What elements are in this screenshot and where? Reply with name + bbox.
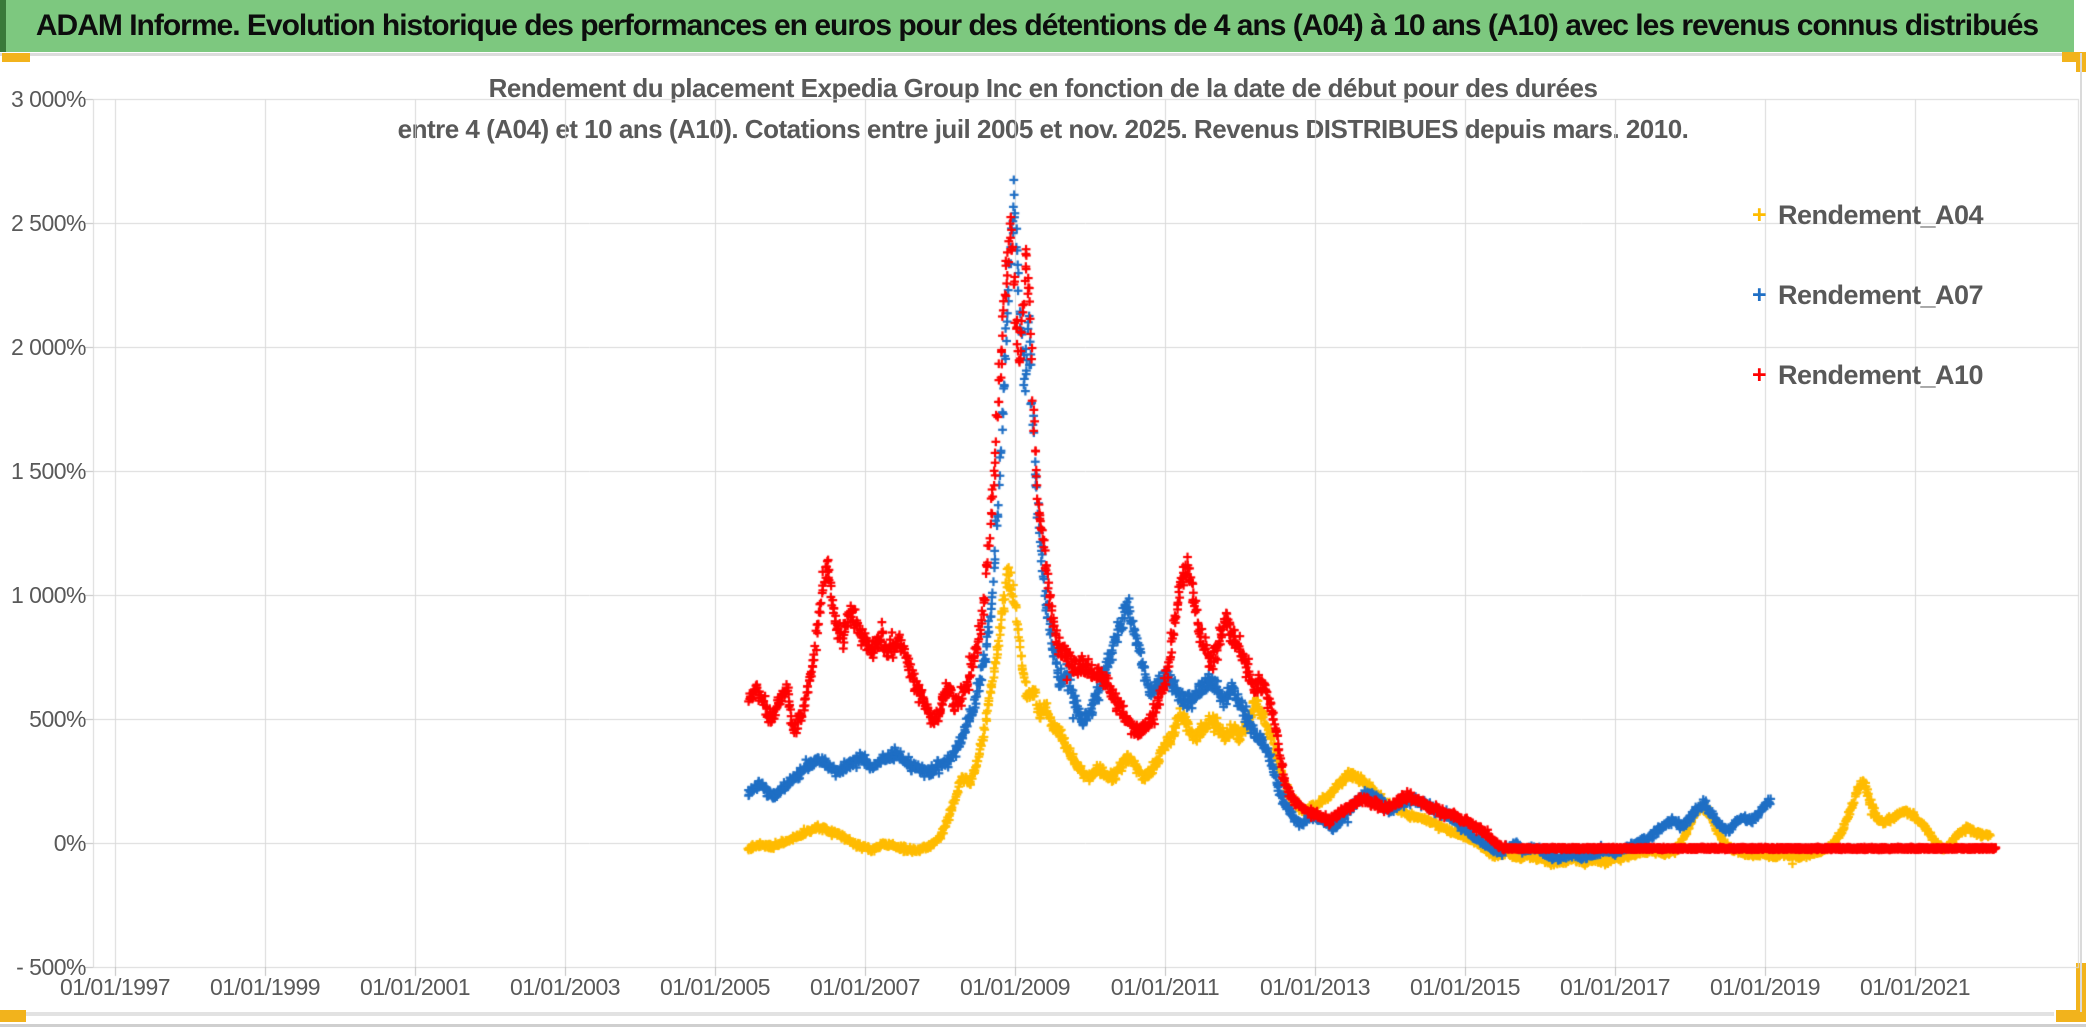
- sheet-corner-marker-top-right: [2062, 52, 2086, 62]
- x-tick-label: 01/01/2005: [659, 974, 771, 1000]
- banner-title: ADAM Informe. Evolution historique des p…: [35, 9, 2039, 42]
- banner: ADAM Informe. Evolution historique des p…: [0, 0, 2074, 52]
- x-tick-label: 01/01/2021: [1859, 974, 1971, 1000]
- legend-label: Rendement_A04: [1778, 200, 1984, 230]
- bottom-divider-line: [26, 1012, 2054, 1016]
- chart-legend: + Rendement_A04 + Rendement_A07 + Rendem…: [1752, 200, 1984, 391]
- x-tick-label: 01/01/1999: [209, 974, 321, 1000]
- banner-left-edge: [0, 0, 6, 52]
- y-tick-label: - 500%: [16, 954, 86, 980]
- y-tick-label: 2 500%: [10, 210, 87, 236]
- x-tick-label: 01/01/2013: [1259, 974, 1371, 1000]
- x-tick-label: 01/01/2015: [1409, 974, 1521, 1000]
- y-tick-label: 1 000%: [10, 582, 87, 608]
- y-tick-label: 1 500%: [10, 458, 87, 484]
- y-tick-label: 500%: [29, 706, 86, 732]
- legend-label: Rendement_A10: [1778, 360, 1984, 390]
- legend-label: Rendement_A07: [1778, 280, 1984, 310]
- divider-line: [0, 53, 2086, 56]
- x-tick-label: 01/01/2003: [509, 974, 621, 1000]
- sheet-corner-marker-bottom-right: [2056, 1010, 2086, 1022]
- sheet-corner-marker-top-left: [2, 53, 30, 62]
- x-tick-label: 01/01/2009: [959, 974, 1071, 1000]
- x-tick-label: 01/01/2001: [359, 974, 471, 1000]
- y-tick-label: 3 000%: [10, 86, 87, 112]
- plus-marker-icon: +: [1752, 281, 1767, 309]
- x-tick-label: 01/01/2019: [1709, 974, 1821, 1000]
- sheet-corner-marker-bottom-left: [0, 1010, 26, 1022]
- y-tick-label: 2 000%: [10, 334, 87, 360]
- chart-plot-area[interactable]: [85, 97, 2086, 987]
- x-tick-label: 01/01/2007: [809, 974, 921, 1000]
- legend-item-rendement-a04[interactable]: + Rendement_A04: [1752, 200, 1984, 231]
- y-tick-label: 0%: [53, 830, 87, 856]
- bottom-border-line: [0, 1024, 2086, 1027]
- plus-marker-icon: +: [1752, 361, 1767, 389]
- x-tick-label: 01/01/2017: [1559, 974, 1671, 1000]
- legend-item-rendement-a07[interactable]: + Rendement_A07: [1752, 280, 1984, 311]
- plus-marker-icon: +: [1752, 201, 1767, 229]
- x-tick-label: 01/01/2011: [1110, 974, 1220, 1000]
- x-tick-label: 01/01/1997: [59, 974, 171, 1000]
- legend-item-rendement-a10[interactable]: + Rendement_A10: [1752, 360, 1984, 391]
